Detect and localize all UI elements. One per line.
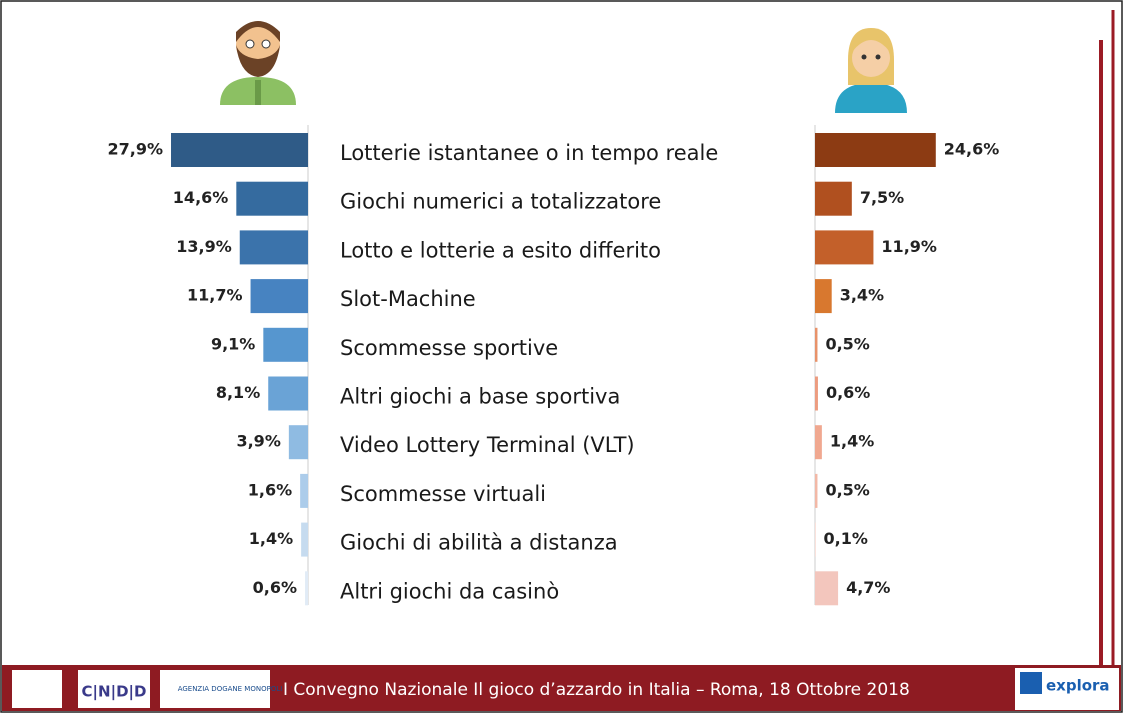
bar — [815, 133, 936, 167]
logo-text: AGENZIA DOGANE MONOPOLI — [178, 685, 283, 693]
value-label: 11,9% — [881, 237, 937, 256]
value-label: 1,4% — [249, 529, 293, 548]
logo-text: explora — [1046, 677, 1110, 695]
logo-square — [1020, 672, 1042, 694]
category-label: Video Lottery Terminal (VLT) — [340, 433, 635, 457]
value-label: 0,6% — [253, 578, 297, 597]
value-label: 8,1% — [216, 383, 260, 402]
value-label: 11,7% — [187, 286, 243, 305]
bar — [250, 279, 308, 314]
bar — [815, 425, 822, 460]
category-label: Scommesse sportive — [340, 336, 558, 360]
bar — [815, 230, 874, 265]
category-label: Slot-Machine — [340, 287, 476, 311]
category-label: Giochi di abilità a distanza — [340, 531, 618, 555]
bar — [236, 181, 308, 216]
value-label: 3,9% — [236, 432, 280, 451]
bar — [815, 279, 832, 314]
bar — [815, 473, 818, 508]
value-label: 0,5% — [825, 334, 869, 353]
bar — [171, 133, 308, 167]
value-label: 4,7% — [846, 578, 890, 597]
logo-box — [12, 670, 62, 708]
bar — [815, 571, 839, 606]
category-label: Scommesse virtuali — [340, 482, 546, 506]
bar — [239, 230, 308, 265]
category-label: Lotterie istantanee o in tempo reale — [340, 141, 718, 165]
female-icon — [835, 28, 907, 113]
value-label: 1,4% — [830, 432, 874, 451]
value-label: 24,6% — [944, 140, 1000, 159]
bar — [815, 181, 852, 216]
logo-box — [160, 670, 270, 708]
value-label: 7,5% — [860, 188, 904, 207]
bar — [263, 327, 308, 362]
value-label: 0,6% — [826, 383, 870, 402]
bar — [815, 376, 818, 411]
bar — [301, 522, 308, 557]
bar — [268, 376, 308, 411]
value-label: 0,5% — [825, 480, 869, 499]
male-icon — [220, 21, 296, 105]
bar — [300, 473, 308, 508]
value-label: 1,6% — [248, 480, 292, 499]
footer-text: I Convegno Nazionale Il gioco d’azzardo … — [283, 680, 910, 700]
logo-box — [78, 670, 150, 708]
category-label: Lotto e lotterie a esito differito — [340, 238, 661, 262]
value-label: 13,9% — [176, 237, 232, 256]
category-label: Giochi numerici a totalizzatore — [340, 190, 661, 214]
category-label: Altri giochi a base sportiva — [340, 385, 620, 409]
value-label: 9,1% — [211, 334, 255, 353]
value-label: 3,4% — [840, 286, 884, 305]
category-label: Altri giochi da casinò — [340, 579, 559, 603]
value-label: 27,9% — [107, 140, 163, 159]
bar — [815, 327, 818, 362]
bar — [288, 425, 308, 460]
bar — [305, 571, 308, 606]
value-label: 0,1% — [823, 529, 867, 548]
logo-text: C|N|D|D — [82, 683, 147, 702]
value-label: 14,6% — [173, 188, 229, 207]
